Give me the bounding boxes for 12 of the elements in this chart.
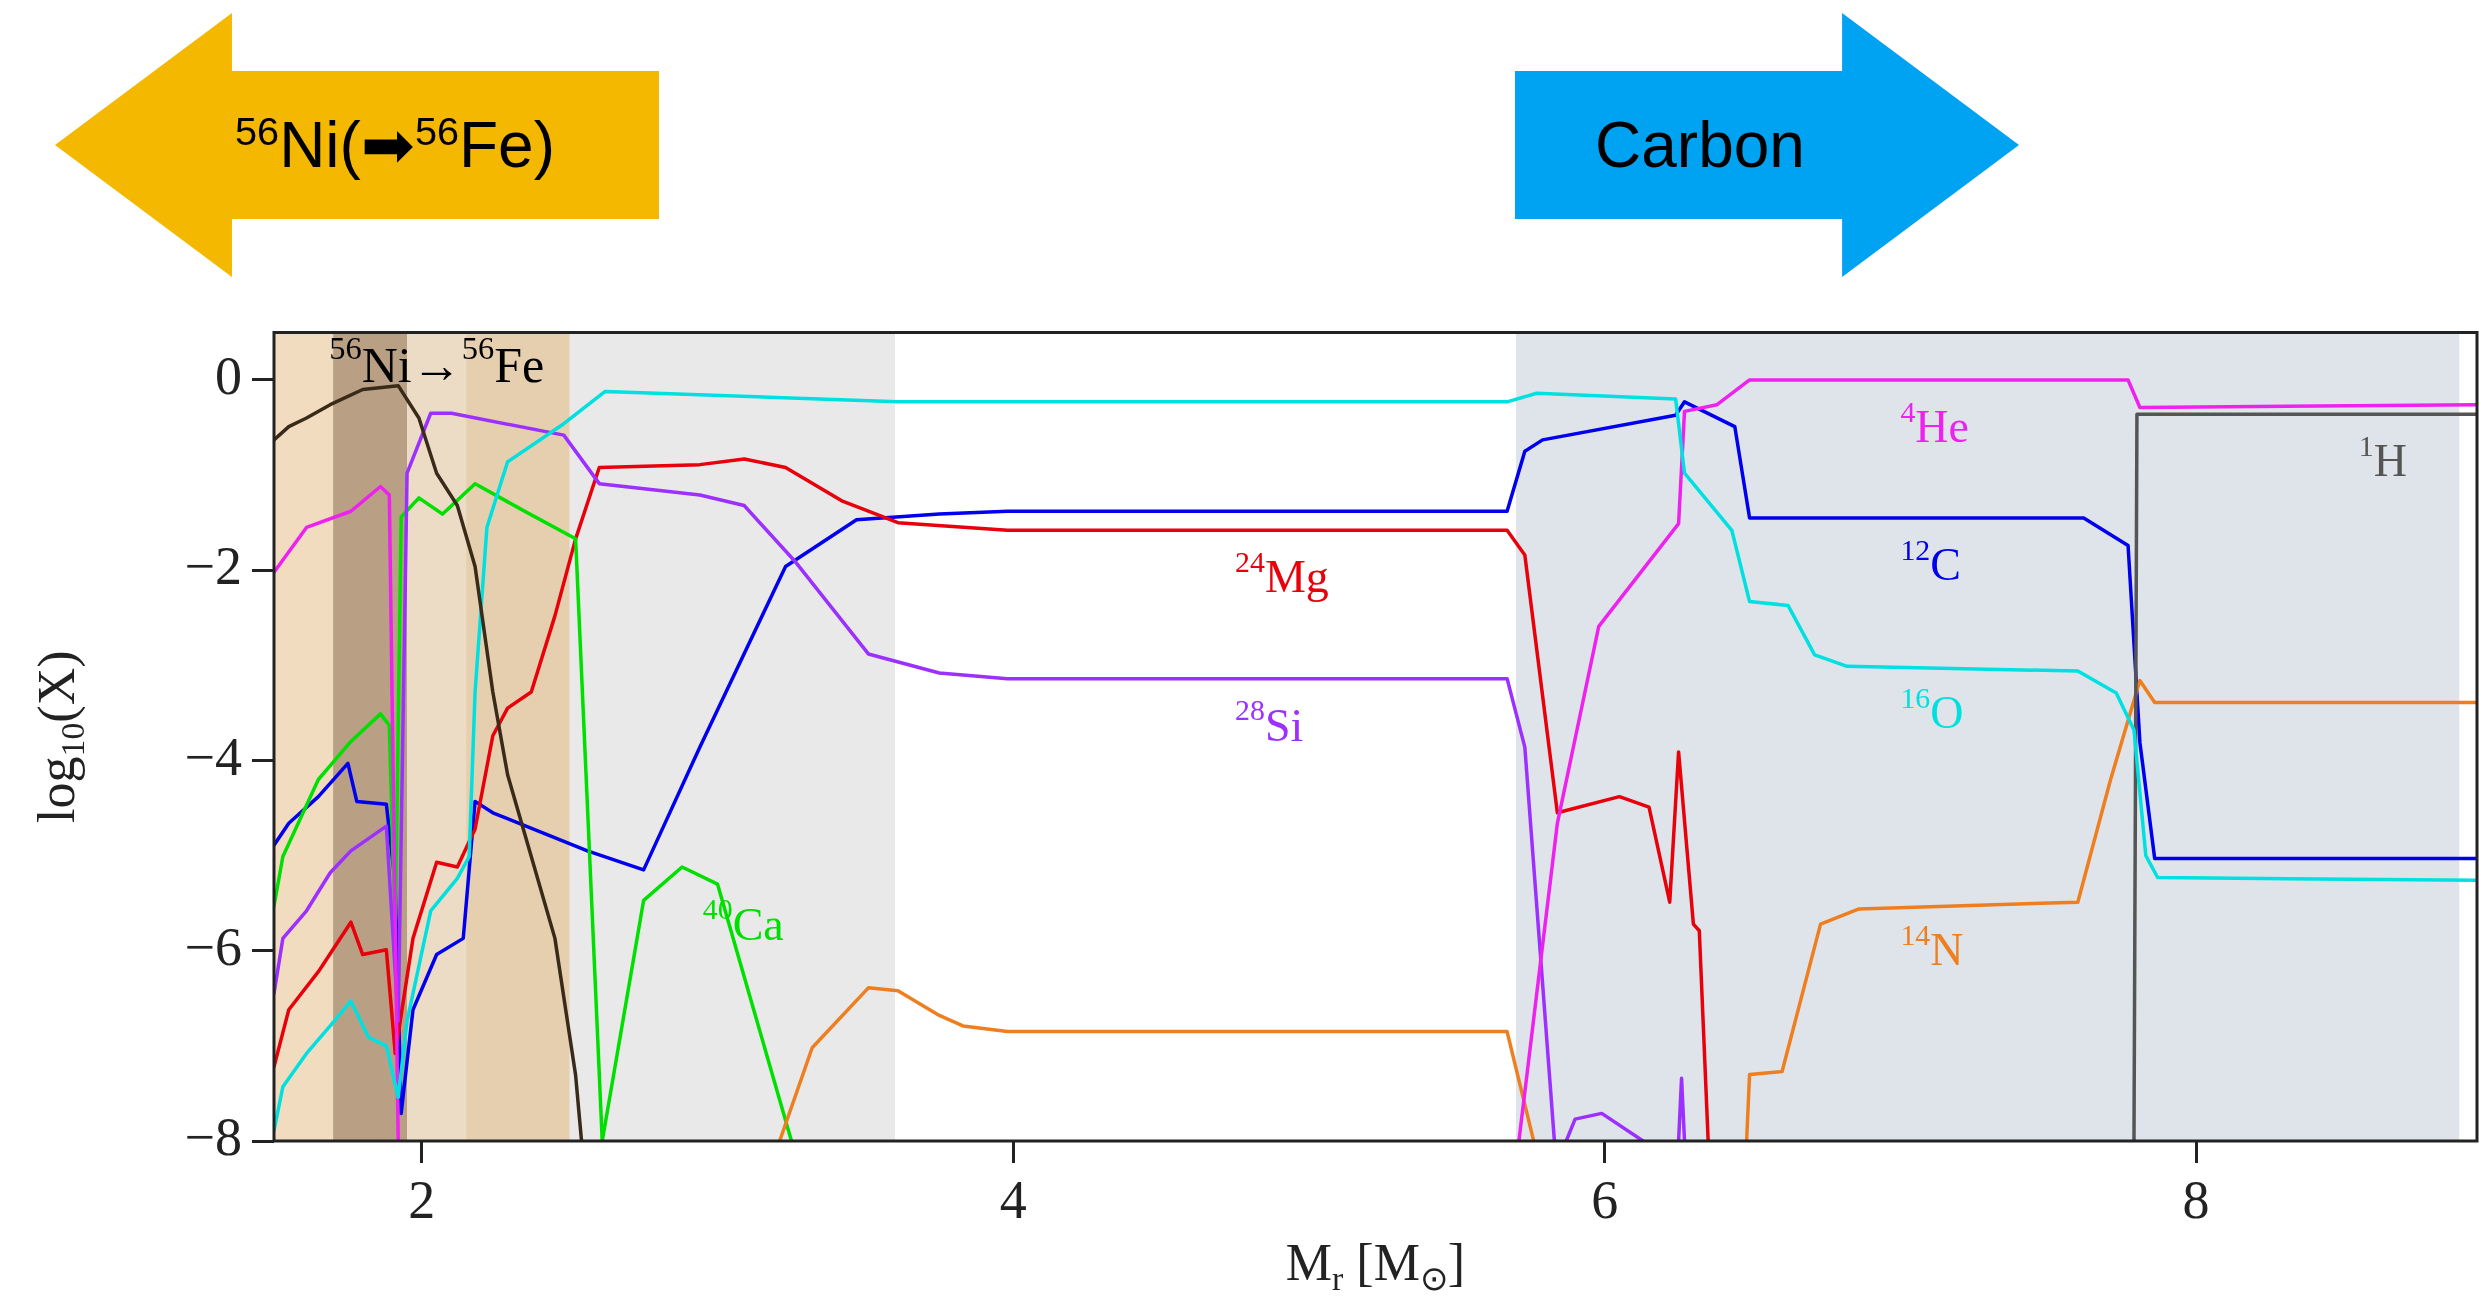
y-tick-label: −6: [184, 916, 242, 977]
x-tick-label: 6: [1591, 1169, 1619, 1230]
y-tick-label: −2: [184, 536, 242, 597]
x-tick-label: 4: [999, 1169, 1027, 1230]
x-tick-label: 2: [408, 1169, 436, 1230]
y-tick-label: −4: [184, 726, 242, 787]
y-axis-title: log10(X): [27, 650, 92, 823]
x-tick-label: 8: [2182, 1169, 2210, 1230]
text: $^{56}$Ni(➡$^{56}$Fe): [234, 108, 556, 182]
y-tick-label: 0: [215, 346, 242, 407]
y-tick-label: −8: [184, 1107, 242, 1168]
text: Carbon: [1595, 108, 1805, 182]
